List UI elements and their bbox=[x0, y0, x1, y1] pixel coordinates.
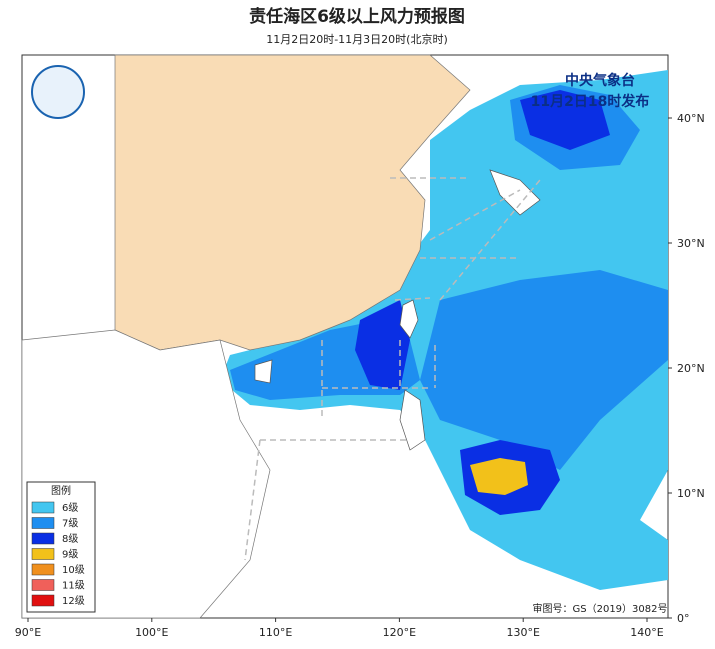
legend-swatch bbox=[31, 517, 55, 529]
legend-swatch bbox=[31, 501, 55, 514]
legend-title: 图例 bbox=[51, 484, 71, 497]
x-axis-label: 130°E bbox=[506, 626, 539, 639]
legend: 图例 6级 7级 8级 9级 10级 11级 12级 bbox=[26, 481, 96, 613]
x-axis-label: 120°E bbox=[383, 626, 416, 639]
subtitle: 11月2日20时-11月3日20时(北京时) bbox=[266, 32, 448, 46]
wind-area-8 bbox=[520, 90, 610, 150]
x-axis-label: 140°E bbox=[630, 626, 663, 639]
x-axis-label: 100°E bbox=[135, 626, 168, 639]
issuer-name: 中央气象台 bbox=[565, 72, 635, 89]
island bbox=[254, 359, 273, 384]
x-axis-label: 90°E bbox=[15, 626, 41, 639]
legend-label: 9级 bbox=[62, 549, 78, 561]
map-area bbox=[21, 54, 669, 619]
wind-area-8 bbox=[355, 300, 410, 390]
wind-area-7 bbox=[420, 270, 668, 470]
island bbox=[399, 389, 426, 451]
legend-label: 8级 bbox=[62, 533, 78, 545]
island bbox=[489, 169, 541, 216]
legend-label: 11级 bbox=[62, 580, 85, 592]
y-axis-label: 30°N bbox=[677, 237, 705, 250]
y-axis-label: 0° bbox=[677, 612, 690, 625]
legend-swatch bbox=[31, 594, 55, 607]
legend-swatch bbox=[31, 579, 55, 591]
y-axis-label: 10°N bbox=[677, 487, 705, 500]
legend-box bbox=[26, 481, 96, 613]
x-axis-label: 110°E bbox=[259, 626, 292, 639]
issue-time: 11月2日18时发布 bbox=[531, 93, 650, 110]
island bbox=[399, 299, 419, 339]
approval-number: 审图号：GS（2019）3082号 bbox=[533, 602, 668, 615]
logo bbox=[31, 65, 85, 119]
y-axis-label: 40°N bbox=[677, 112, 705, 125]
wind-area-9 bbox=[470, 458, 528, 495]
legend-swatch bbox=[31, 532, 55, 545]
legend-swatch bbox=[31, 548, 55, 560]
legend-label: 6级 bbox=[62, 502, 78, 514]
title: 责任海区6级以上风力预报图 bbox=[249, 6, 465, 27]
legend-label: 10级 bbox=[62, 564, 85, 576]
sea-boundary bbox=[244, 177, 541, 561]
legend-label: 12级 bbox=[62, 595, 85, 607]
legend-swatch bbox=[31, 563, 55, 576]
legend-label: 7级 bbox=[62, 518, 78, 530]
y-axis-label: 20°N bbox=[677, 362, 705, 375]
